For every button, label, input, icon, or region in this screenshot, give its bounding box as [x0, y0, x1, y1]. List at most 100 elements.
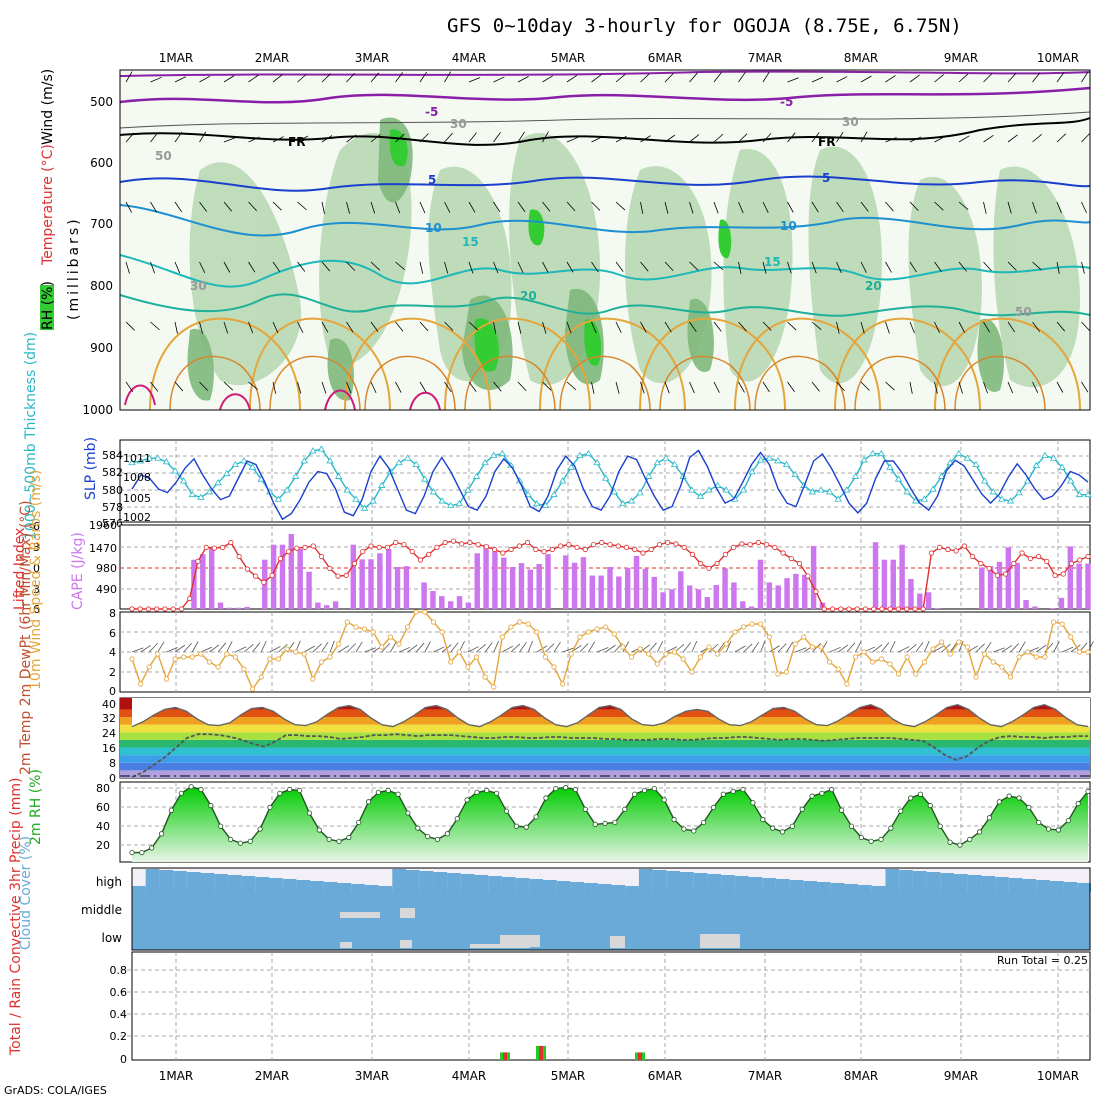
wind-barb — [1056, 72, 1065, 83]
wind-barb — [906, 643, 917, 653]
wind-barb — [860, 261, 867, 273]
cloud-high-bar — [1008, 878, 1023, 892]
data-point — [1041, 451, 1049, 458]
wind-barb — [855, 641, 862, 653]
date-label: 8MAR — [844, 1069, 879, 1083]
temp-band — [120, 717, 1090, 725]
contour-label: FR — [818, 135, 835, 149]
data-point — [1077, 557, 1083, 563]
wind-barb — [640, 135, 651, 143]
cape-bar — [315, 602, 321, 609]
cloud-high-bar — [789, 880, 804, 892]
data-point — [557, 543, 564, 549]
data-point — [755, 539, 761, 546]
wind-barb — [615, 135, 627, 143]
cape-bar — [332, 601, 339, 609]
data-point — [627, 497, 636, 504]
cape-bar — [1067, 546, 1074, 609]
cape-bar — [908, 579, 914, 609]
data-point — [825, 488, 834, 495]
wind-barb — [321, 201, 325, 214]
wind-barb — [751, 641, 760, 653]
data-point — [691, 828, 697, 834]
wind-tick: 4 — [109, 646, 116, 659]
data-point — [722, 486, 730, 493]
data-point — [1035, 553, 1042, 560]
data-point — [267, 656, 273, 662]
wind-barb — [395, 133, 405, 143]
cape-bar — [465, 602, 472, 609]
data-point — [1026, 804, 1032, 811]
data-point — [541, 501, 550, 509]
wind-barb — [223, 381, 234, 391]
data-point — [654, 661, 660, 667]
data-point — [757, 456, 765, 463]
wind-barb — [640, 261, 649, 272]
wind-barb — [983, 134, 994, 143]
data-point — [387, 634, 393, 640]
wind-barb — [542, 75, 553, 83]
wind-barb — [248, 321, 254, 334]
data-point — [444, 831, 450, 837]
li-axis-label: Lifted Index — [12, 528, 28, 610]
thickness-tick: 582 — [102, 466, 123, 479]
data-point — [566, 541, 572, 548]
cloud-high-bar — [680, 872, 694, 892]
data-point — [808, 488, 817, 495]
data-point — [1052, 572, 1058, 579]
data-point — [172, 656, 178, 662]
data-point — [267, 804, 273, 811]
data-point — [945, 546, 951, 553]
data-point — [287, 786, 293, 793]
date-label: 1MAR — [159, 1069, 194, 1083]
cape-tick: 490 — [96, 583, 117, 596]
data-point — [917, 791, 924, 797]
wind-barb — [150, 132, 159, 143]
wind-barb — [909, 201, 919, 211]
data-point — [964, 644, 971, 650]
cloud-high-bar — [543, 880, 557, 892]
data-point — [809, 644, 815, 650]
data-point — [455, 500, 463, 507]
data-point — [913, 671, 919, 677]
data-point — [963, 454, 972, 461]
data-point — [378, 481, 386, 488]
cloud-axis-label: Cloud Cover (%) — [18, 836, 34, 950]
cloud-level-label: low — [102, 931, 123, 945]
wind-barb — [444, 321, 454, 331]
cape-bar — [925, 592, 932, 609]
data-point — [1084, 490, 1092, 498]
temp-band — [120, 762, 1090, 771]
wind-barb — [958, 73, 969, 83]
wind-barb — [983, 321, 991, 333]
data-point — [612, 819, 618, 826]
data-point — [854, 606, 860, 612]
wind-barb — [934, 136, 946, 143]
data-point — [1006, 793, 1012, 799]
data-point — [484, 787, 490, 794]
data-point — [671, 649, 678, 655]
cape-bar — [607, 567, 613, 609]
wind-barb — [517, 321, 522, 334]
cape-bar — [917, 593, 923, 609]
cape-bar — [217, 602, 224, 609]
data-point — [360, 504, 369, 511]
cloud-high-bar — [447, 873, 461, 892]
data-point — [215, 664, 221, 670]
wind-barb — [777, 643, 787, 653]
cape-bar — [987, 566, 994, 609]
date-label: 10MAR — [1037, 1069, 1079, 1083]
data-point — [572, 786, 579, 793]
data-point — [369, 497, 377, 504]
wind-barb — [958, 261, 967, 272]
wind-barb — [1007, 381, 1014, 394]
data-point — [799, 806, 805, 812]
data-point — [146, 664, 152, 670]
data-point — [636, 489, 644, 496]
wind-barb — [223, 201, 233, 212]
cape-bar — [1058, 597, 1065, 609]
data-point — [641, 787, 648, 794]
date-label: 7MAR — [748, 51, 783, 65]
data-point — [344, 619, 350, 625]
data-point — [170, 606, 176, 612]
